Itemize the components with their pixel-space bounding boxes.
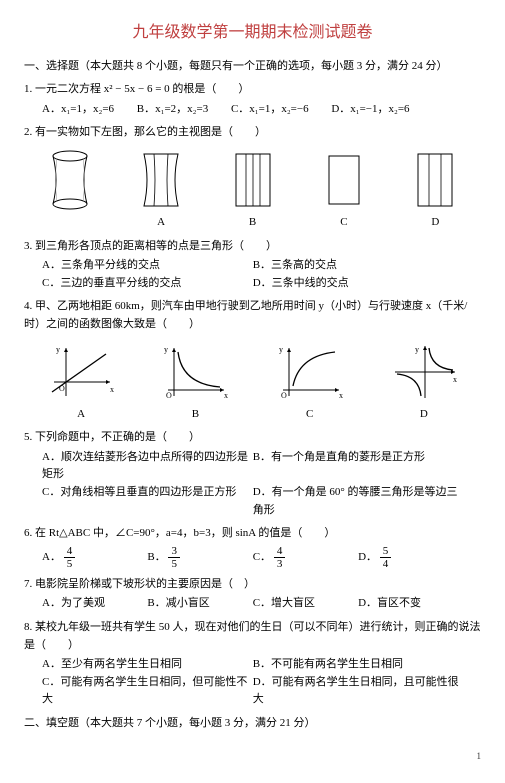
q6-opt-a: A． 45	[42, 545, 147, 570]
q7-text: 电影院呈阶梯或下坡形状的主要原因是（ ）	[35, 578, 255, 590]
q4-lbl-b: B	[138, 406, 252, 424]
q2-text: 有一实物如下左图，那么它的主视图是（ ）	[35, 126, 266, 138]
q2-opt-a-img: A	[115, 150, 206, 232]
q5-opt-c: C．对角线相等且垂直的四边形是正方形	[42, 484, 253, 519]
svg-text:x: x	[110, 385, 114, 394]
q5-opt-a: A．顺次连结菱形各边中点所得的四边形是矩形	[42, 449, 253, 484]
q6-opt-d: D． 54	[358, 545, 463, 570]
q8-opt-c: C．可能有两名学生生日相同，但可能性不大	[42, 674, 253, 709]
q2: 2. 有一实物如下左图，那么它的主视图是（ ） A	[24, 124, 481, 231]
q2-real-object	[24, 150, 115, 232]
q5-opt-d: D．有一个角是 60° 的等腰三角形是等边三角形	[253, 484, 464, 519]
q5-text: 下列命题中，不正确的是（ ）	[35, 431, 200, 443]
q6-num: 6.	[24, 527, 32, 539]
q6-opt-b: B． 35	[147, 545, 252, 570]
q3-num: 3.	[24, 240, 32, 252]
svg-text:x: x	[453, 375, 457, 384]
q2-lbl-c: C	[298, 214, 389, 232]
q4-lbl-d: D	[367, 406, 481, 424]
svg-text:O: O	[59, 384, 65, 393]
q4-text: 甲、乙两地相距 60km，则汽车由甲地行驶到乙地所用时间 y（小时）与行驶速度 …	[24, 300, 467, 330]
q2-lbl-b: B	[207, 214, 298, 232]
q1: 1. 一元二次方程 x² − 5x − 6 = 0 的根是（ ） A．x₁=1，…	[24, 81, 481, 118]
svg-text:y: y	[279, 345, 283, 354]
q4: 4. 甲、乙两地相距 60km，则汽车由甲地行驶到乙地所用时间 y（小时）与行驶…	[24, 298, 481, 423]
q7-opt-b: B．减小盲区	[147, 595, 252, 613]
q8-text: 某校九年级一班共有学生 50 人，现在对他们的生日（可以不同年）进行统计，则正确…	[24, 621, 481, 651]
q6-opt-c: C． 43	[253, 545, 358, 570]
q7-opt-a: A．为了美观	[42, 595, 147, 613]
q3-opt-d: D．三条中线的交点	[253, 275, 464, 293]
q2-lbl-d: D	[390, 214, 481, 232]
q5: 5. 下列命题中，不正确的是（ ） A．顺次连结菱形各边中点所得的四边形是矩形 …	[24, 429, 481, 519]
q3-opt-a: A．三条角平分线的交点	[42, 257, 253, 275]
q1-opt-a: A．x₁=1，x₂=6	[42, 101, 114, 119]
q8-opt-a: A．至少有两名学生生日相同	[42, 656, 253, 674]
svg-text:y: y	[164, 345, 168, 354]
q3-opt-c: C．三边的垂直平分线的交点	[42, 275, 253, 293]
svg-text:y: y	[56, 345, 60, 354]
section2-head: 二、填空题（本大题共 7 个小题，每小题 3 分，满分 21 分）	[24, 715, 481, 733]
svg-text:O: O	[166, 391, 172, 400]
q4-lbl-c: C	[253, 406, 367, 424]
q7-num: 7.	[24, 578, 32, 590]
q5-num: 5.	[24, 431, 32, 443]
q3-opt-b: B．三条高的交点	[253, 257, 464, 275]
q7-opt-d: D．盲区不变	[358, 595, 463, 613]
q4-opt-a-img: x y O A	[24, 342, 138, 424]
q6: 6. 在 Rt△ABC 中，∠C=90°，a=4，b=3，则 sinA 的值是（…	[24, 525, 481, 570]
q2-opt-d-img: D	[390, 150, 481, 232]
q8: 8. 某校九年级一班共有学生 50 人，现在对他们的生日（可以不同年）进行统计，…	[24, 619, 481, 709]
q7: 7. 电影院呈阶梯或下坡形状的主要原因是（ ） A．为了美观 B．减小盲区 C．…	[24, 576, 481, 613]
q4-opt-b-img: x y O B	[138, 342, 252, 424]
q8-opt-b: B．不可能有两名学生生日相同	[253, 656, 464, 674]
svg-text:O: O	[281, 391, 287, 400]
q6-text: 在 Rt△ABC 中，∠C=90°，a=4，b=3，则 sinA 的值是（ ）	[35, 527, 335, 539]
q7-opt-c: C．增大盲区	[253, 595, 358, 613]
q1-num: 1.	[24, 83, 32, 95]
q3: 3. 到三角形各顶点的距离相等的点是三角形（ ） A．三条角平分线的交点 B．三…	[24, 238, 481, 293]
q2-num: 2.	[24, 126, 32, 138]
svg-text:y: y	[415, 345, 419, 354]
page-number: 1	[24, 749, 481, 763]
exam-title: 九年级数学第一期期末检测试题卷	[24, 20, 481, 46]
q1-opt-b: B．x₁=2，x₂=3	[137, 101, 208, 119]
q3-text: 到三角形各顶点的距离相等的点是三角形（ ）	[35, 240, 277, 252]
q2-opt-b-img: B	[207, 150, 298, 232]
q1-opt-c: C．x₁=1，x₂=−6	[231, 101, 309, 119]
q5-opt-b: B．有一个角是直角的菱形是正方形	[253, 449, 464, 484]
svg-text:x: x	[339, 391, 343, 400]
q2-opt-c-img: C	[298, 150, 389, 232]
section1-head: 一、选择题（本大题共 8 个小题，每题只有一个正确的选项，每小题 3 分，满分 …	[24, 58, 481, 76]
q1-text: 一元二次方程 x² − 5x − 6 = 0 的根是（ ）	[35, 83, 249, 95]
q4-opt-d-img: x y D	[367, 342, 481, 424]
svg-text:x: x	[224, 391, 228, 400]
q8-opt-d: D．可能有两名学生生日相同，且可能性很大	[253, 674, 464, 709]
q4-num: 4.	[24, 300, 32, 312]
q4-opt-c-img: x y O C	[253, 342, 367, 424]
q1-opt-d: D．x₁=−1，x₂=6	[331, 101, 409, 119]
q2-lbl-a: A	[115, 214, 206, 232]
q4-lbl-a: A	[24, 406, 138, 424]
q8-num: 8.	[24, 621, 32, 633]
